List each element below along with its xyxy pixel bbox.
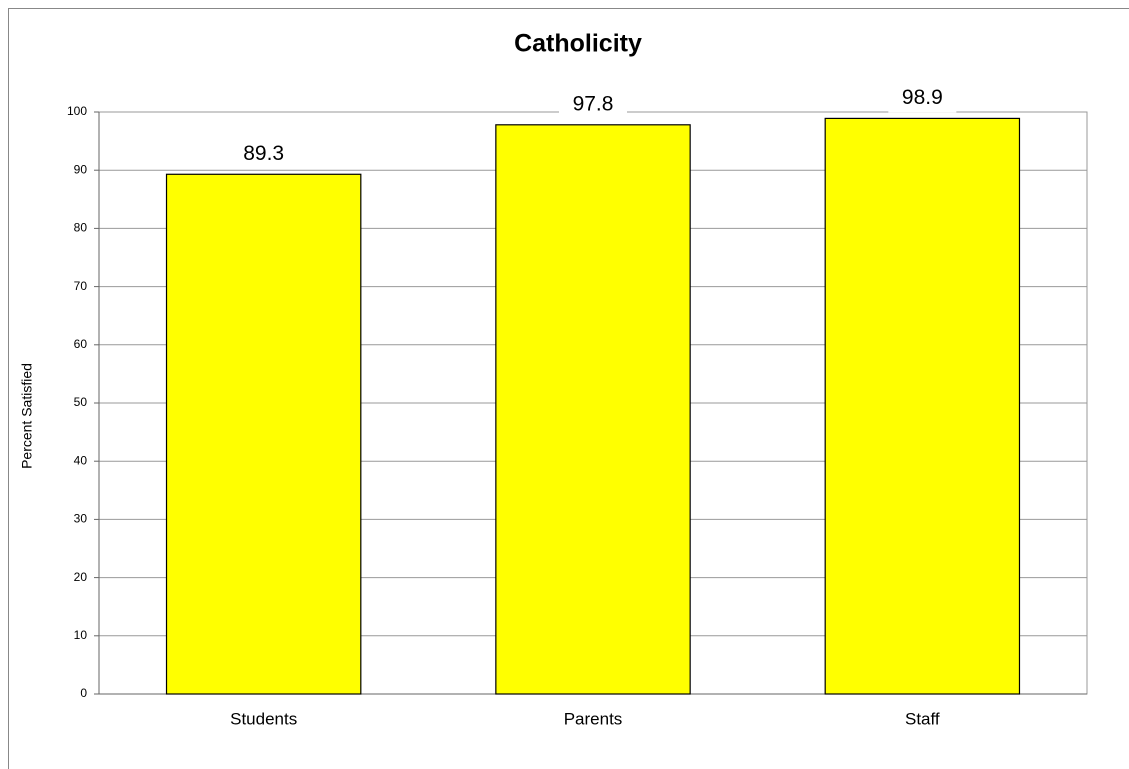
bar: [495, 124, 691, 695]
x-tick-label: Students: [230, 709, 297, 728]
y-tick-label: 50: [74, 395, 88, 409]
y-tick-label: 60: [74, 337, 88, 351]
data-label: 98.9: [902, 86, 943, 109]
data-label-bg: [229, 142, 298, 169]
data-label: 89.3: [243, 142, 284, 165]
y-axis-label: Percent Satisfied: [19, 363, 35, 469]
y-tick-label: 20: [74, 570, 88, 584]
x-tick-label: Parents: [564, 709, 623, 728]
data-label-bg: [888, 86, 957, 113]
x-tick-label: Staff: [905, 709, 940, 728]
chart-title: Catholicity: [514, 30, 642, 58]
y-tick-label: 80: [74, 221, 88, 235]
y-tick-label: 40: [74, 453, 88, 467]
y-tick-label: 30: [74, 512, 88, 526]
data-label-bg: [559, 92, 627, 119]
data-label: 97.8: [573, 92, 614, 115]
bar: [824, 117, 1021, 695]
y-tick-label: 90: [74, 162, 88, 176]
bar: [165, 173, 362, 695]
y-tick-label: 100: [67, 104, 87, 118]
y-tick-label: 0: [80, 686, 87, 700]
y-tick-label: 10: [74, 628, 88, 642]
y-tick-label: 70: [74, 279, 88, 293]
